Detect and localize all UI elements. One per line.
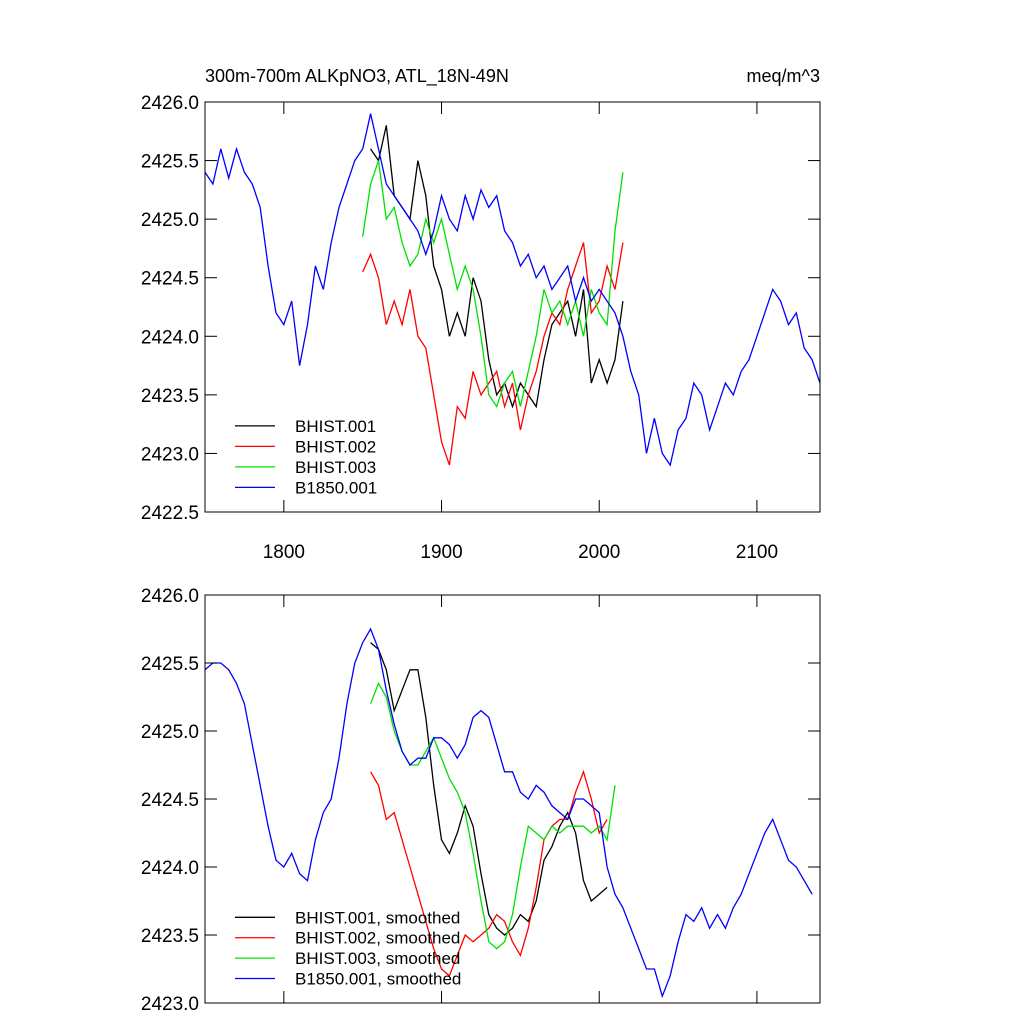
series-line (204, 627, 813, 999)
panel: 2422.5 2423.0 2423.5 2424.0 2424.5 2425.0 2425… (141, 66, 821, 563)
x-tick-label: 2000 (578, 542, 620, 563)
series-line (369, 681, 616, 950)
legend-label: BHIST.002 (295, 437, 376, 456)
series-line (204, 113, 821, 467)
x-tick-label: 2100 (736, 542, 778, 563)
y-tick-label: 2424.5 (141, 790, 199, 811)
legend-label: BHIST.003, smoothed (295, 949, 460, 968)
chart-title: 300m-700m ALKpNO3, ATL_18N-49N (205, 66, 509, 87)
y-tick-label: 2423.0 (141, 444, 199, 465)
y-tick-label: 2423.5 (141, 386, 199, 407)
y-tick-label: 2426.0 (141, 93, 199, 114)
y-tick-label: 2426.0 (141, 586, 199, 607)
legend-label: BHIST.002, smoothed (295, 929, 460, 948)
x-tick-label: 1800 (263, 542, 305, 563)
x-tick-label: 1900 (420, 542, 462, 563)
y-tick-label: 2425.5 (141, 152, 199, 173)
y-tick-label: 2425.0 (141, 210, 199, 231)
y-tick-label: 2423.0 (141, 994, 199, 1015)
legend-label: BHIST.001, smoothed (295, 908, 460, 927)
y-tick-label: 2425.5 (141, 654, 199, 675)
plot-frame (204, 101, 821, 513)
y-tick-label: 2424.5 (141, 269, 199, 290)
legend-label: B1850.001 (295, 478, 377, 497)
y-tick-label: 2423.5 (141, 926, 199, 947)
legend-label: B1850.001, smoothed (295, 970, 461, 989)
y-tick-label: 2424.0 (141, 327, 199, 348)
series-line (370, 125, 624, 409)
y-tick-label: 2422.5 (141, 503, 199, 524)
units-label: meq/m^3 (747, 66, 820, 86)
series-line (370, 642, 608, 936)
series-line (362, 242, 624, 466)
series-line (362, 160, 624, 409)
legend-label: BHIST.001 (295, 417, 376, 436)
panel: 2423.0 2423.5 2424.0 2424.5 2425.0 2425.5 2426… (141, 586, 821, 1015)
legend-label: BHIST.003 (295, 458, 376, 477)
y-tick-label: 2425.0 (141, 722, 199, 743)
y-tick-label: 2424.0 (141, 858, 199, 879)
